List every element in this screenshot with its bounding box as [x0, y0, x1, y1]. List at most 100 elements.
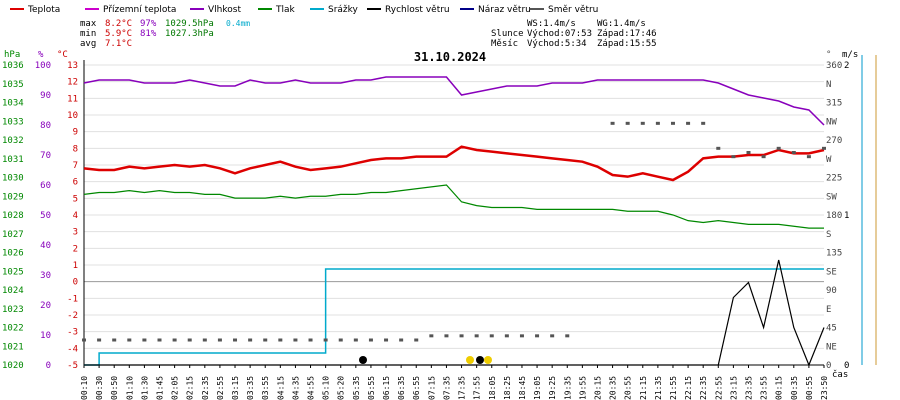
- wind-gust-info: WG:1.4m/s: [597, 19, 646, 29]
- wind-direction-point: [278, 338, 283, 342]
- wind-direction-point: [414, 338, 419, 342]
- x-tick-label: 23:55: [760, 376, 769, 400]
- temperature-tick: -1: [67, 294, 78, 304]
- wind-direction-point: [670, 121, 675, 125]
- humidity-tick: 30: [40, 271, 51, 281]
- pressure-tick: 1020: [2, 361, 24, 371]
- x-tick-label: 00:10: [80, 376, 89, 400]
- pressure-tick: 1024: [2, 286, 24, 296]
- wind-direction-point: [338, 338, 343, 342]
- x-tick-label: 19:25: [548, 376, 557, 400]
- legend-label: Tlak: [275, 5, 296, 15]
- wind-direction-point: [459, 334, 464, 338]
- x-tick-label: 02:15: [186, 376, 195, 400]
- humidity-tick: 0: [46, 361, 51, 371]
- wind-direction-point: [550, 334, 555, 338]
- temperature-line: [83, 145, 825, 182]
- humidity-unit: %: [38, 50, 44, 60]
- x-tick-label: 20:35: [609, 376, 618, 400]
- wind-direction-point: [384, 338, 389, 342]
- x-tick-label: 21:55: [669, 376, 678, 400]
- wind-tick: 2: [844, 61, 849, 71]
- stats-temp: 8.2°C: [105, 19, 132, 29]
- x-tick-label: 20:55: [624, 376, 633, 400]
- direction-tick: 270: [826, 136, 842, 146]
- moonset-info: Západ:15:55: [597, 39, 657, 49]
- pressure-tick: 1032: [2, 136, 24, 146]
- sunrise-info: Východ:07:53: [527, 29, 592, 39]
- x-tick-label: 03:55: [261, 376, 270, 400]
- wind-direction-point: [187, 338, 192, 342]
- direction-tick: NW: [826, 117, 837, 127]
- wind-direction-point: [686, 121, 691, 125]
- wind-direction-point: [806, 155, 811, 159]
- legend-label: Směr větru: [548, 5, 598, 15]
- x-tick-label: 00:15: [775, 376, 784, 400]
- chart-title: 31.10.2024: [414, 50, 486, 64]
- wind-direction-point: [293, 338, 298, 342]
- direction-unit: °: [826, 50, 831, 60]
- legend-label: Srážky: [328, 5, 359, 15]
- temperature-tick: 6: [73, 178, 78, 188]
- temperature-tick: 2: [73, 244, 78, 254]
- wind-direction-point: [157, 338, 162, 342]
- x-tick-label: 02:05: [171, 376, 180, 400]
- humidity-tick: 90: [40, 91, 51, 101]
- wind-direction-point: [82, 338, 86, 342]
- temperature-unit: °C: [57, 50, 68, 60]
- x-tick-label: 03:35: [246, 376, 255, 400]
- stats-humidity: 97%: [140, 19, 157, 29]
- pressure-tick: 1023: [2, 305, 24, 315]
- x-tick-label: 22:15: [684, 376, 693, 400]
- pressure-tick: 1027: [2, 230, 24, 240]
- temperature-tick: 13: [67, 61, 78, 71]
- pressure-unit: hPa: [4, 50, 20, 60]
- x-tick-label: 19:35: [563, 376, 572, 400]
- x-tick-label: 00:30: [95, 376, 104, 400]
- pressure-tick: 1022: [2, 324, 24, 334]
- x-tick-label: 07:15: [427, 376, 436, 400]
- wind-direction-point: [202, 338, 207, 342]
- pressure-tick: 1029: [2, 192, 24, 202]
- x-tick-label: 18:25: [503, 376, 512, 400]
- stats-pressure: 1029.5hPa: [165, 19, 214, 29]
- temperature-tick: 5: [73, 194, 78, 204]
- x-tick-label: 17:35: [458, 376, 467, 400]
- x-tick-label: 05:35: [352, 376, 361, 400]
- wind-direction-point: [791, 151, 796, 154]
- wind-direction-point: [610, 121, 615, 125]
- x-tick-label: 04:15: [276, 376, 285, 400]
- stats-humidity: 81%: [140, 29, 157, 39]
- humidity-tick: 100: [35, 61, 51, 71]
- temperature-tick: 12: [67, 78, 78, 88]
- legend-label: Rychlost větru: [385, 5, 450, 15]
- direction-tick: W: [826, 155, 832, 165]
- x-tick-label: 00:55: [805, 376, 814, 400]
- legend-label: Vlhkost: [208, 5, 241, 15]
- x-tick-label: 01:10: [125, 376, 134, 400]
- wind-direction-point: [368, 338, 373, 342]
- wind-direction-point: [489, 334, 494, 338]
- wind-direction-point: [535, 334, 540, 338]
- direction-tick: E: [826, 305, 831, 315]
- direction-tick: 45: [826, 324, 837, 334]
- humidity-tick: 60: [40, 181, 51, 191]
- wind-direction-point: [112, 338, 117, 342]
- wind-direction-point: [474, 334, 479, 338]
- pressure-tick: 1026: [2, 249, 24, 259]
- x-tick-label: 07:35: [442, 376, 451, 400]
- wind-direction-point: [655, 121, 660, 125]
- moonrise-marker: [359, 356, 367, 364]
- temperature-tick: -4: [67, 344, 78, 354]
- pressure-tick: 1035: [2, 80, 24, 90]
- x-tick-label: 19:55: [578, 376, 587, 400]
- temperature-tick: -3: [67, 328, 78, 338]
- stats-temp: 7.1°C: [105, 39, 132, 49]
- pressure-tick: 1025: [2, 267, 24, 277]
- pressure-tick: 1033: [2, 117, 24, 127]
- direction-tick: SE: [826, 267, 837, 277]
- x-tick-label: 23:35: [744, 376, 753, 400]
- wind-direction-point: [625, 121, 630, 125]
- wind-direction-point: [716, 146, 721, 150]
- temperature-tick: 9: [73, 128, 78, 138]
